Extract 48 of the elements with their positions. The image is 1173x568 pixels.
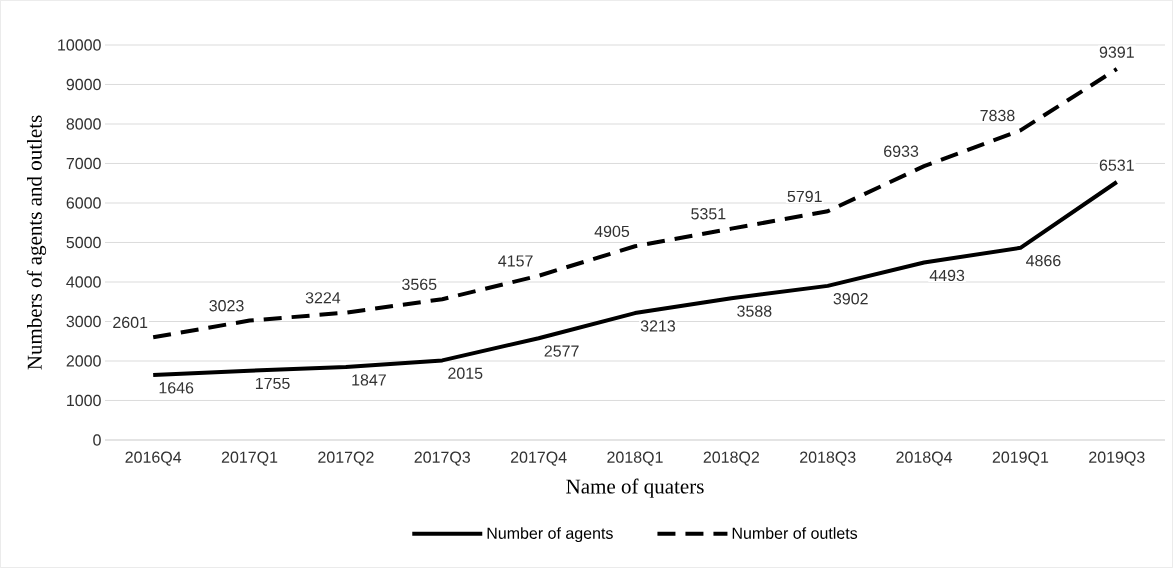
y-tick-label: 3000 xyxy=(66,315,101,328)
data-label: 4493 xyxy=(929,269,965,282)
y-tick-label: 4000 xyxy=(66,276,101,288)
data-label: 4905 xyxy=(594,225,630,238)
x-axis-title: Name of quaters xyxy=(566,478,704,498)
y-tick-label: 0 xyxy=(93,434,101,446)
y-tick-label: 5000 xyxy=(66,236,101,249)
data-label: 3023 xyxy=(209,300,244,312)
data-label: 3213 xyxy=(640,320,676,332)
y-tick-label: 2000 xyxy=(66,355,101,367)
data-label: 1646 xyxy=(159,382,194,394)
x-tick-label: 2018Q1 xyxy=(607,451,663,466)
x-tick-label: 2016Q4 xyxy=(125,451,182,466)
data-label: 5351 xyxy=(691,208,726,220)
data-label: 3565 xyxy=(402,278,437,290)
legend-label: Number of outlets xyxy=(732,527,858,539)
y-tick-label: 6000 xyxy=(66,197,101,209)
data-label: 7838 xyxy=(980,109,1015,122)
y-tick-label: 1000 xyxy=(67,394,101,407)
x-tick-label: 2017Q3 xyxy=(414,451,471,466)
y-axis-title: Numbers of agents and outlets xyxy=(26,115,47,370)
x-tick-label: 2017Q1 xyxy=(221,451,278,466)
y-tick-label: 8000 xyxy=(66,118,101,130)
x-tick-label: 2018Q3 xyxy=(800,451,856,466)
x-tick-label: 2019Q1 xyxy=(992,451,1049,466)
data-label: 6933 xyxy=(884,145,919,157)
x-tick-label: 2017Q4 xyxy=(510,451,567,466)
data-label: 1847 xyxy=(352,374,386,386)
data-label: 1755 xyxy=(255,377,290,390)
data-label: 4157 xyxy=(498,255,533,267)
data-label: 6531 xyxy=(1099,159,1134,171)
y-tick-label: 7000 xyxy=(66,157,101,170)
x-tick-label: 2017Q2 xyxy=(318,451,374,466)
data-label: 4866 xyxy=(1026,255,1061,267)
x-tick-label: 2019Q3 xyxy=(1089,451,1145,466)
y-tick-label: 9000 xyxy=(66,78,101,91)
data-label: 2577 xyxy=(544,345,579,357)
data-label: 2015 xyxy=(448,367,483,379)
data-label: 3902 xyxy=(833,293,868,305)
data-label: 9391 xyxy=(1099,46,1134,58)
data-label: 3224 xyxy=(305,292,341,304)
data-label: 2601 xyxy=(113,316,148,329)
data-label: 5791 xyxy=(787,190,822,203)
x-tick-label: 2018Q4 xyxy=(896,451,953,466)
y-tick-label: 10000 xyxy=(58,39,101,51)
x-tick-label: 2018Q2 xyxy=(703,451,760,466)
legend-label: Number of agents xyxy=(487,527,613,543)
data-label: 3588 xyxy=(737,305,772,317)
